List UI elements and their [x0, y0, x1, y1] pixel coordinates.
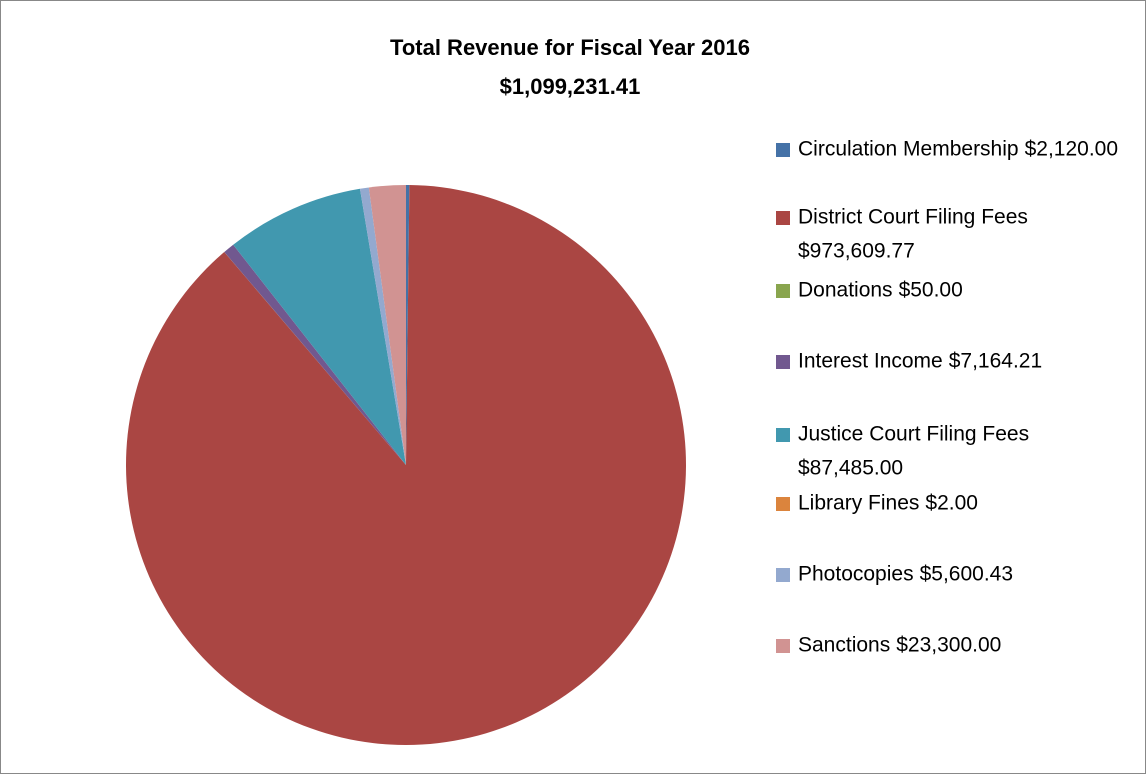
- legend-value: $973,609.77: [798, 240, 915, 263]
- legend-value: $2.00: [925, 492, 978, 515]
- chart-title: Total Revenue for Fiscal Year 2016: [390, 35, 750, 60]
- legend-label: District Court Filing Fees: [798, 206, 1028, 229]
- pie-slice: [233, 188, 406, 465]
- legend-label: Photocopies: [798, 563, 914, 586]
- legend-swatch: [776, 568, 790, 582]
- legend-value: $2,120.00: [1025, 138, 1118, 161]
- legend-swatch: [776, 428, 790, 442]
- legend-label: Justice Court Filing Fees: [798, 423, 1029, 446]
- legend-swatch: [776, 355, 790, 369]
- legend-value: $87,485.00: [798, 457, 903, 480]
- pie-slice: [125, 185, 686, 746]
- chart-subtitle: $1,099,231.41: [500, 74, 641, 99]
- legend-value: $7,164.21: [949, 350, 1042, 373]
- pie-slice: [406, 185, 410, 465]
- pie-slice: [224, 244, 406, 465]
- legend-label: Circulation Membership: [798, 138, 1019, 161]
- pie-slice: [224, 251, 406, 465]
- legend-swatch: [776, 639, 790, 653]
- legend-label: Library Fines: [798, 492, 919, 515]
- legend-swatch: [776, 284, 790, 298]
- legend-value: $5,600.43: [920, 563, 1013, 586]
- pie-slice: [359, 187, 406, 466]
- legend-swatch: [776, 143, 790, 157]
- legend-value: $50.00: [899, 279, 963, 302]
- legend-label: Interest Income: [798, 350, 943, 373]
- legend-swatch: [776, 497, 790, 511]
- legend-label: Sanctions: [798, 634, 890, 657]
- pie-slice: [368, 185, 406, 465]
- legend-value: $23,300.00: [896, 634, 1001, 657]
- legend-swatch: [776, 211, 790, 225]
- legend-label: Donations: [798, 279, 893, 302]
- pie-slice: [359, 188, 406, 466]
